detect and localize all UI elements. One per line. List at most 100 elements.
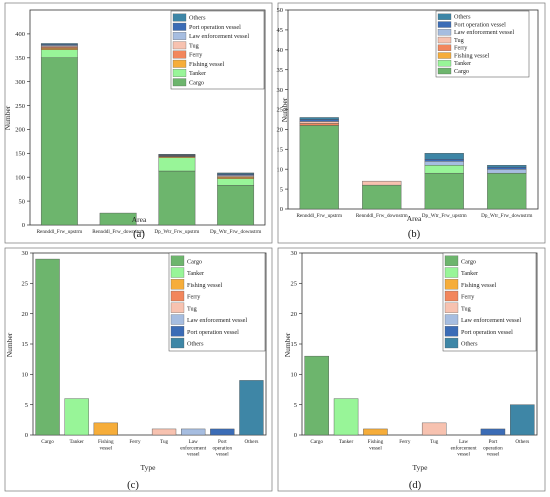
legend-swatch xyxy=(172,78,187,87)
legend-label: Port operation vessel xyxy=(187,329,239,336)
y-tick-label: 20 xyxy=(22,311,29,318)
legend-swatch xyxy=(437,67,452,75)
chart-panel-a: 0 50 100 150 200 250 300 350 400 Rennddl_Frw_upst… xyxy=(3,9,266,240)
bar xyxy=(181,428,206,436)
y-tick-label: 20 xyxy=(291,311,298,318)
bar-segment xyxy=(299,117,339,120)
legend-swatch xyxy=(437,44,452,51)
x-tick-label: vessel xyxy=(369,445,382,451)
panel-caption: (a) xyxy=(133,229,145,240)
x-tick-label: Dp_Wtr_Frw_upstrm xyxy=(154,229,199,235)
bar-segment xyxy=(487,165,527,168)
x-tick-label: operation xyxy=(483,445,503,451)
legend-swatch xyxy=(170,290,185,302)
legend-swatch xyxy=(172,32,187,40)
bar xyxy=(93,422,118,436)
legend-swatch xyxy=(437,60,452,67)
legend-label: Cargo xyxy=(454,68,469,75)
panel-border xyxy=(4,2,273,244)
legend-swatch xyxy=(172,69,187,77)
legend-swatch xyxy=(170,279,185,290)
y-tick-label: 5 xyxy=(280,186,283,193)
y-tick-label: 5 xyxy=(25,402,28,409)
x-tick-label: operation xyxy=(213,445,233,451)
y-tick-label: 45 xyxy=(277,27,284,34)
y-tick-label: 100 xyxy=(15,174,25,181)
bar xyxy=(333,398,359,436)
panel-border xyxy=(4,247,273,492)
y-tick-label: 15 xyxy=(277,147,284,154)
legend-label: Ferry xyxy=(189,52,203,59)
x-tick-label: vessel xyxy=(487,452,500,458)
bar-segment xyxy=(487,167,527,170)
legend-label: Tanker xyxy=(189,70,206,77)
legend-swatch xyxy=(170,314,185,325)
legend-label: Ferry xyxy=(187,294,201,301)
y-tick-label: 5 xyxy=(294,402,297,409)
bar xyxy=(304,355,329,436)
x-tick-label: Dp_Wtr_Frw_upstrm xyxy=(422,213,467,219)
legend-swatch xyxy=(172,13,187,22)
legend-label: Others xyxy=(187,341,204,348)
y-tick-label: 15 xyxy=(291,341,298,348)
y-tick-label: 0 xyxy=(25,432,28,439)
bar-segment xyxy=(40,49,78,58)
bar-segment xyxy=(487,172,527,210)
y-tick-label: 25 xyxy=(22,281,29,288)
y-tick-label: 10 xyxy=(22,372,29,379)
legend-label: Law enforcement vessel xyxy=(461,317,521,324)
legend-label: Port operation vessel xyxy=(454,21,506,28)
legend-box xyxy=(435,10,530,78)
x-tick-label: Rennddl_Frw_downstrm xyxy=(356,213,408,219)
legend-swatch xyxy=(170,337,185,349)
bar-segment xyxy=(424,165,464,174)
y-tick-label: 300 xyxy=(15,79,25,86)
legend-swatch xyxy=(444,302,459,313)
bar-segment xyxy=(40,48,78,50)
legend-swatch xyxy=(437,13,452,20)
legend-label: Cargo xyxy=(461,258,476,265)
legend-swatch xyxy=(444,255,459,266)
bar-segment xyxy=(217,172,255,175)
x-tick-label: Dp_Wtr_Frw_downstrm xyxy=(210,229,261,235)
x-tick-label: Rennddl_Frw_upstrm xyxy=(37,229,83,235)
legend-label: Ferry xyxy=(454,45,468,52)
panel-caption: (b) xyxy=(408,229,421,240)
bar-segment xyxy=(424,159,464,162)
x-tick-label: Law xyxy=(189,439,198,445)
y-tick-label: 0 xyxy=(22,222,25,229)
bar-segment xyxy=(299,121,339,124)
y-tick-label: 25 xyxy=(277,107,284,114)
x-tick-label: Cargo xyxy=(41,439,54,445)
bar xyxy=(64,398,89,436)
legend-label: Others xyxy=(454,14,471,21)
legend-swatch xyxy=(170,255,185,266)
y-tick-label: 250 xyxy=(15,103,25,110)
y-tick-label: 10 xyxy=(291,372,298,379)
panel-caption: (d) xyxy=(409,480,422,491)
legend-label: Fishing vessel xyxy=(187,282,223,289)
y-tick-label: 200 xyxy=(15,127,25,134)
bar-segment xyxy=(299,123,339,126)
bar-segment xyxy=(424,172,464,210)
legend-label: Tug xyxy=(189,42,199,49)
legend-label: Law enforcement vessel xyxy=(187,317,247,324)
legend-swatch xyxy=(437,29,452,36)
x-tick-label: enforcement xyxy=(451,444,477,451)
legend-label: Fishing vessel xyxy=(454,52,490,59)
y-tick-label: 25 xyxy=(291,281,298,288)
legend-label: Port operation vessel xyxy=(189,24,241,31)
y-tick-label: 0 xyxy=(280,206,283,213)
legend-label: Law enforcement vessel xyxy=(454,29,514,36)
bar xyxy=(480,428,506,436)
chart-panel-b: 0 5 10 15 20 25 30 35 40 45 50 Rennddl_Frw_upstrm Re… xyxy=(277,7,539,240)
x-tick-label: Others xyxy=(245,439,259,445)
legend-swatch xyxy=(444,337,459,349)
legend-label: Others xyxy=(189,15,206,22)
bar-segment xyxy=(217,178,255,186)
legend-swatch xyxy=(170,326,185,337)
legend-swatch xyxy=(170,302,185,313)
y-tick-label: 15 xyxy=(22,341,29,348)
